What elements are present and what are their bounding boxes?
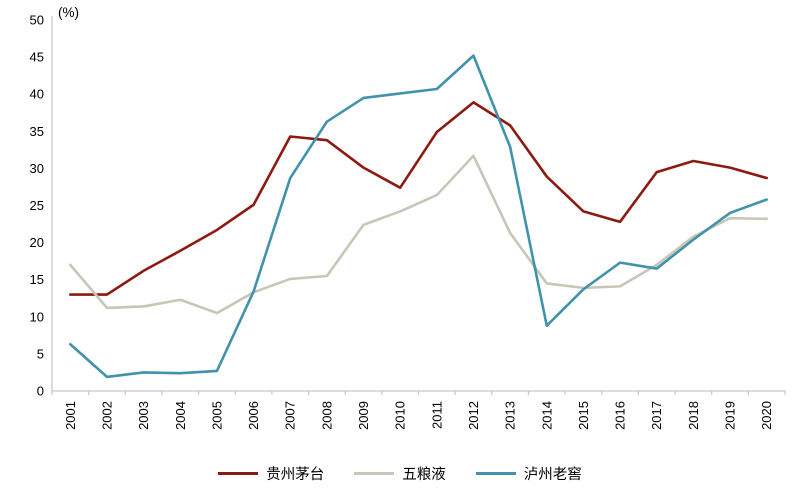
y-tick-label: 20 — [30, 235, 44, 250]
legend-item-luzhou-laojiao: 泸州老窖 — [475, 463, 582, 484]
y-tick-label: 0 — [37, 384, 44, 399]
x-tick-label: 2017 — [649, 401, 664, 430]
y-tick-label: 40 — [30, 87, 44, 102]
x-tick-label: 2016 — [613, 401, 628, 430]
x-tick-label: 2010 — [393, 401, 408, 430]
x-tick-label: 2002 — [99, 401, 114, 430]
y-tick-label: 25 — [30, 198, 44, 213]
series-line-1 — [69, 154, 768, 315]
legend-item-guizhou-moutai: 贵州茅台 — [218, 463, 324, 484]
x-tick-label: 2006 — [246, 401, 261, 430]
series-line-2 — [69, 54, 768, 379]
legend-line-swatch-guizhou-moutai — [218, 472, 259, 475]
x-tick-label: 2005 — [209, 401, 224, 430]
x-tick-label: 2007 — [283, 401, 298, 430]
x-tick-label: 2004 — [173, 401, 188, 430]
x-tick-label: 2009 — [356, 401, 371, 430]
y-tick-label: 35 — [30, 124, 44, 139]
legend-line-swatch-luzhou-laojiao — [475, 472, 516, 475]
x-tick-label: 2011 — [429, 401, 444, 429]
legend-item-wuliangye: 五粮液 — [354, 463, 446, 484]
series-line-0 — [69, 101, 768, 296]
x-tick-label: 2013 — [503, 401, 518, 430]
legend-label: 泸州老窖 — [523, 467, 582, 483]
x-tick-label: 2019 — [723, 401, 738, 430]
x-tick-label: 2018 — [686, 401, 701, 430]
x-tick-label: 2008 — [319, 401, 334, 430]
y-axis-unit-label: (%) — [58, 5, 79, 20]
legend-line-swatch-wuliangye — [354, 472, 395, 475]
x-tick-label: 2020 — [759, 401, 774, 430]
x-tick-label: 2003 — [136, 401, 151, 430]
x-tick-label: 2001 — [63, 401, 78, 430]
y-tick-label: 15 — [30, 272, 44, 287]
y-tick-label: 5 — [37, 346, 44, 361]
x-tick-label: 2014 — [539, 401, 554, 430]
chart-legend: 贵州茅台 五粮液 泸州老窖 — [0, 463, 800, 484]
y-tick-label: 50 — [30, 13, 44, 28]
legend-label: 五粮液 — [402, 467, 446, 483]
x-tick-label: 2012 — [466, 401, 481, 430]
y-tick-label: 10 — [30, 309, 44, 324]
y-tick-label: 30 — [30, 161, 44, 176]
x-tick-label: 2015 — [576, 401, 591, 430]
legend-label: 贵州茅台 — [266, 467, 325, 483]
y-tick-label: 45 — [30, 50, 44, 65]
